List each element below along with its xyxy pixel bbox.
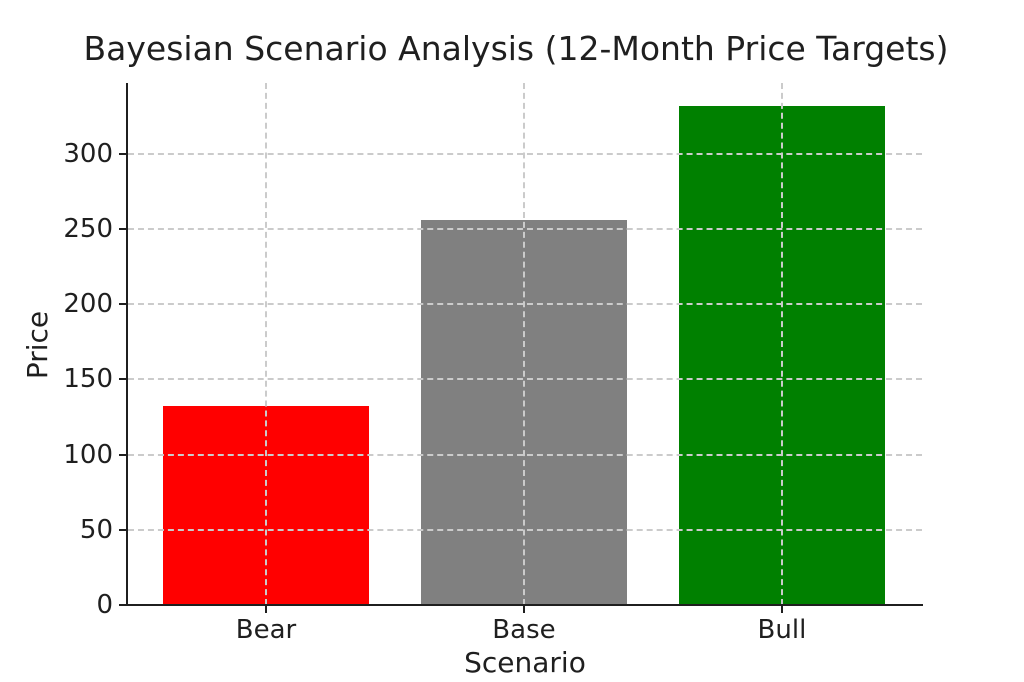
y-tick-mark-300	[119, 152, 126, 155]
y-gridline-250	[128, 227, 922, 230]
plot-area	[128, 83, 922, 605]
x-gridline-base	[522, 83, 525, 605]
y-gridline-150	[128, 378, 922, 381]
y-gridline-50	[128, 528, 922, 531]
y-tick-mark-200	[119, 303, 126, 306]
y-tick-mark-250	[119, 227, 126, 230]
x-tick-label-base: Base	[492, 615, 556, 645]
y-tick-label-300: 300	[63, 138, 113, 169]
x-tick-label-bull: Bull	[757, 615, 807, 645]
y-tick-label-250: 250	[63, 213, 113, 244]
y-axis-line	[126, 83, 128, 606]
y-tick-mark-150	[119, 378, 126, 381]
y-tick-label-100: 100	[63, 439, 113, 470]
x-tick-mark-bull	[780, 606, 783, 613]
x-axis-line	[126, 604, 923, 606]
y-tick-mark-100	[119, 453, 126, 456]
x-gridline-bull	[780, 83, 783, 605]
y-tick-mark-50	[119, 528, 126, 531]
x-gridline-bear	[264, 83, 267, 605]
x-axis-label: Scenario	[464, 646, 586, 679]
y-tick-mark-0	[119, 604, 126, 606]
x-tick-label-bear: Bear	[235, 615, 297, 645]
y-tick-label-0: 0	[96, 590, 113, 620]
x-tick-mark-bear	[264, 606, 267, 613]
x-tick-mark-base	[522, 606, 525, 613]
y-gridline-200	[128, 303, 922, 306]
y-tick-label-200: 200	[63, 289, 113, 320]
y-gridline-300	[128, 152, 922, 155]
y-gridline-100	[128, 453, 922, 456]
y-tick-label-50: 50	[79, 514, 113, 545]
chart-title: Bayesian Scenario Analysis (12-Month Pri…	[83, 29, 949, 68]
y-tick-label-150: 150	[63, 364, 113, 395]
